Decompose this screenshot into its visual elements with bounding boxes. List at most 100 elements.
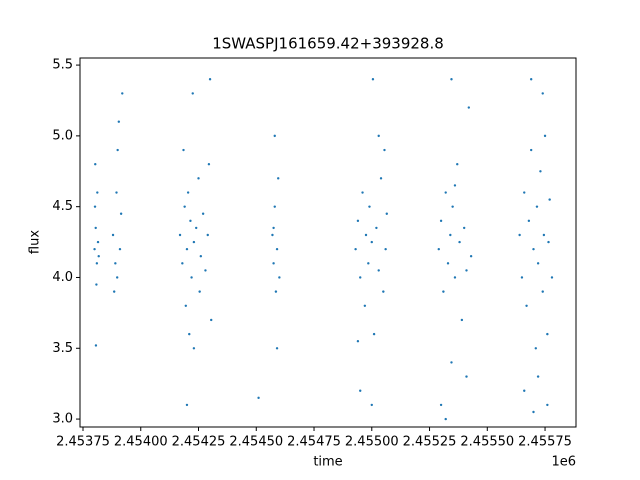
x-offset-label: 1e6: [551, 455, 576, 470]
point: [383, 148, 386, 152]
point: [114, 262, 117, 265]
point: [450, 361, 453, 364]
plot-frame: [79, 57, 577, 428]
x-tick-label: 2.45425: [172, 435, 226, 450]
point: [181, 262, 184, 265]
chart-title: 1SWASPJ161659.42+393928.8: [212, 35, 444, 53]
point: [93, 247, 96, 251]
point: [379, 177, 383, 180]
point: [523, 191, 526, 194]
point: [543, 134, 547, 138]
point: [356, 219, 360, 223]
point: [370, 240, 373, 244]
point: [539, 170, 542, 173]
point: [384, 247, 387, 251]
point: [367, 262, 370, 265]
x-tick-label: 2.45575: [518, 435, 572, 450]
point: [377, 134, 380, 138]
point: [189, 219, 192, 223]
point: [550, 276, 554, 279]
point: [97, 255, 100, 258]
point: [542, 233, 546, 237]
point: [182, 148, 185, 152]
point: [190, 276, 193, 279]
point: [442, 290, 445, 293]
point: [115, 276, 119, 279]
point: [449, 233, 452, 237]
point: [462, 226, 466, 230]
point: [275, 347, 279, 350]
y-axis-label: flux: [28, 230, 43, 254]
point: [546, 403, 549, 407]
point: [93, 205, 97, 208]
point: [541, 290, 544, 293]
point: [525, 304, 528, 307]
point: [199, 255, 203, 258]
point: [444, 417, 447, 421]
point: [453, 276, 457, 279]
point: [116, 148, 119, 152]
point: [548, 198, 551, 201]
point: [518, 233, 521, 237]
point: [273, 205, 276, 208]
point: [363, 304, 367, 307]
point: [274, 290, 278, 293]
point: [95, 262, 99, 265]
point: [96, 240, 100, 244]
point: [257, 396, 260, 400]
point: [465, 269, 468, 272]
point: [278, 276, 281, 279]
point: [272, 226, 275, 230]
point: [439, 219, 443, 223]
point: [272, 262, 275, 265]
point: [96, 191, 99, 194]
point: [370, 403, 373, 407]
point: [95, 283, 98, 286]
point: [188, 332, 191, 336]
point: [460, 318, 464, 322]
point: [192, 240, 196, 244]
point: [121, 92, 124, 95]
x-tick-label: 2.45525: [403, 435, 457, 450]
point: [523, 389, 526, 392]
point: [532, 247, 535, 251]
point: [178, 233, 182, 237]
point: [465, 375, 468, 378]
point: [451, 205, 454, 208]
point: [94, 162, 97, 166]
point: [536, 375, 540, 378]
point: [382, 290, 385, 293]
point: [547, 240, 550, 244]
y-tick-label: 5.5: [52, 58, 73, 73]
point: [437, 247, 440, 251]
point: [453, 184, 457, 187]
point: [450, 78, 453, 81]
point: [192, 347, 196, 350]
point: [208, 78, 212, 81]
point: [115, 191, 118, 194]
point: [359, 389, 362, 392]
point: [275, 247, 279, 251]
point: [195, 226, 198, 230]
point: [201, 212, 205, 215]
point: [529, 148, 533, 152]
y-tick-label: 3.5: [52, 341, 73, 356]
y-tick-label: 5.0: [52, 128, 73, 143]
point: [119, 212, 123, 215]
point: [184, 304, 188, 307]
point: [117, 120, 121, 123]
point: [446, 262, 450, 265]
point: [118, 247, 122, 251]
point: [186, 191, 190, 194]
y-tick-label: 4.0: [52, 270, 73, 285]
point: [271, 233, 274, 237]
point: [535, 205, 539, 208]
point: [364, 233, 368, 237]
point: [375, 226, 378, 230]
x-axis-label: time: [313, 455, 342, 470]
point: [273, 134, 276, 138]
point: [198, 290, 201, 293]
point: [361, 191, 364, 194]
point: [191, 92, 194, 95]
point: [197, 177, 200, 180]
